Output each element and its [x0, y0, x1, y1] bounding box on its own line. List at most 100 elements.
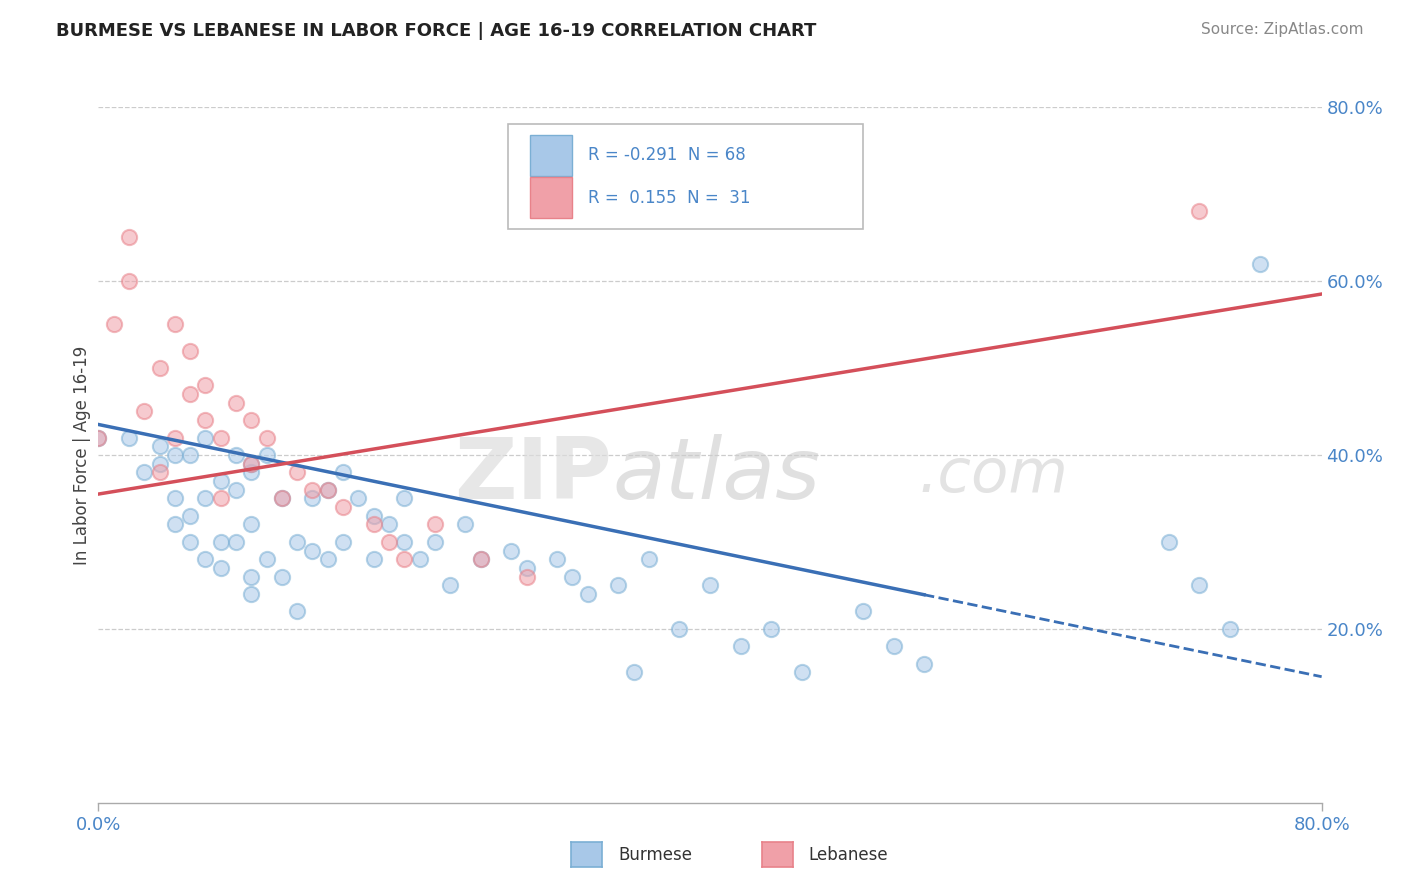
- Point: [378, 534, 401, 549]
- Point: [163, 448, 186, 462]
- Point: [179, 387, 201, 401]
- Point: [163, 318, 186, 332]
- Point: [225, 534, 247, 549]
- Point: [454, 517, 477, 532]
- Point: [209, 534, 232, 549]
- Point: [209, 561, 232, 575]
- Point: [699, 578, 721, 592]
- Point: [149, 466, 172, 480]
- Point: [347, 491, 370, 506]
- Point: [134, 404, 156, 418]
- Point: [392, 534, 416, 549]
- Point: [103, 318, 125, 332]
- Point: [912, 657, 935, 671]
- Point: [408, 552, 430, 566]
- Point: [301, 491, 323, 506]
- Point: [561, 570, 583, 584]
- Point: [240, 457, 263, 471]
- Point: [194, 378, 217, 392]
- Point: [118, 274, 141, 288]
- Point: [87, 431, 110, 445]
- Point: [1219, 622, 1241, 636]
- Point: [1249, 256, 1271, 270]
- Point: [1157, 534, 1180, 549]
- Point: [501, 543, 523, 558]
- Point: [149, 439, 172, 453]
- Point: [179, 343, 201, 358]
- Point: [730, 639, 752, 653]
- Point: [240, 570, 263, 584]
- Point: [285, 605, 308, 619]
- Point: [363, 517, 385, 532]
- Point: [546, 552, 568, 566]
- FancyBboxPatch shape: [530, 178, 572, 219]
- Point: [149, 360, 172, 375]
- FancyBboxPatch shape: [508, 124, 863, 229]
- Point: [470, 552, 492, 566]
- Point: [516, 570, 538, 584]
- Point: [256, 552, 278, 566]
- Point: [240, 517, 263, 532]
- Point: [179, 508, 201, 523]
- Point: [240, 466, 263, 480]
- Point: [392, 491, 416, 506]
- Point: [392, 552, 416, 566]
- Point: [623, 665, 645, 680]
- Point: [270, 491, 292, 506]
- Point: [209, 474, 232, 488]
- Y-axis label: In Labor Force | Age 16-19: In Labor Force | Age 16-19: [73, 345, 91, 565]
- Point: [316, 483, 339, 497]
- Point: [256, 448, 278, 462]
- Point: [118, 230, 141, 244]
- Point: [209, 431, 232, 445]
- Point: [470, 552, 492, 566]
- Point: [637, 552, 661, 566]
- Point: [423, 534, 446, 549]
- Point: [852, 605, 875, 619]
- Point: [285, 534, 308, 549]
- Text: BURMESE VS LEBANESE IN LABOR FORCE | AGE 16-19 CORRELATION CHART: BURMESE VS LEBANESE IN LABOR FORCE | AGE…: [56, 22, 817, 40]
- Point: [363, 508, 385, 523]
- Point: [1188, 578, 1211, 592]
- Point: [301, 543, 323, 558]
- Point: [87, 431, 110, 445]
- Point: [163, 517, 186, 532]
- Point: [225, 448, 247, 462]
- Text: Lebanese: Lebanese: [808, 846, 889, 863]
- Point: [134, 466, 156, 480]
- Point: [332, 500, 354, 514]
- Point: [790, 665, 813, 680]
- Point: [240, 587, 263, 601]
- Point: [316, 483, 339, 497]
- Point: [378, 517, 401, 532]
- Point: [1188, 204, 1211, 219]
- Text: R = -0.291  N = 68: R = -0.291 N = 68: [588, 146, 745, 164]
- Point: [668, 622, 690, 636]
- Point: [118, 431, 141, 445]
- Point: [576, 587, 599, 601]
- Text: atlas: atlas: [612, 434, 820, 517]
- Point: [225, 483, 247, 497]
- Point: [256, 431, 278, 445]
- Point: [194, 491, 217, 506]
- Point: [285, 466, 308, 480]
- Point: [316, 552, 339, 566]
- Point: [301, 483, 323, 497]
- Point: [240, 413, 263, 427]
- Point: [270, 570, 292, 584]
- Point: [607, 578, 630, 592]
- FancyBboxPatch shape: [530, 135, 572, 176]
- Point: [163, 491, 186, 506]
- Text: ZIP: ZIP: [454, 434, 612, 517]
- Point: [759, 622, 782, 636]
- Point: [270, 491, 292, 506]
- Point: [516, 561, 538, 575]
- Text: R =  0.155  N =  31: R = 0.155 N = 31: [588, 189, 751, 207]
- Text: .com: .com: [918, 446, 1067, 505]
- Point: [240, 457, 263, 471]
- Point: [225, 396, 247, 410]
- Point: [149, 457, 172, 471]
- Point: [363, 552, 385, 566]
- Point: [179, 448, 201, 462]
- Point: [423, 517, 446, 532]
